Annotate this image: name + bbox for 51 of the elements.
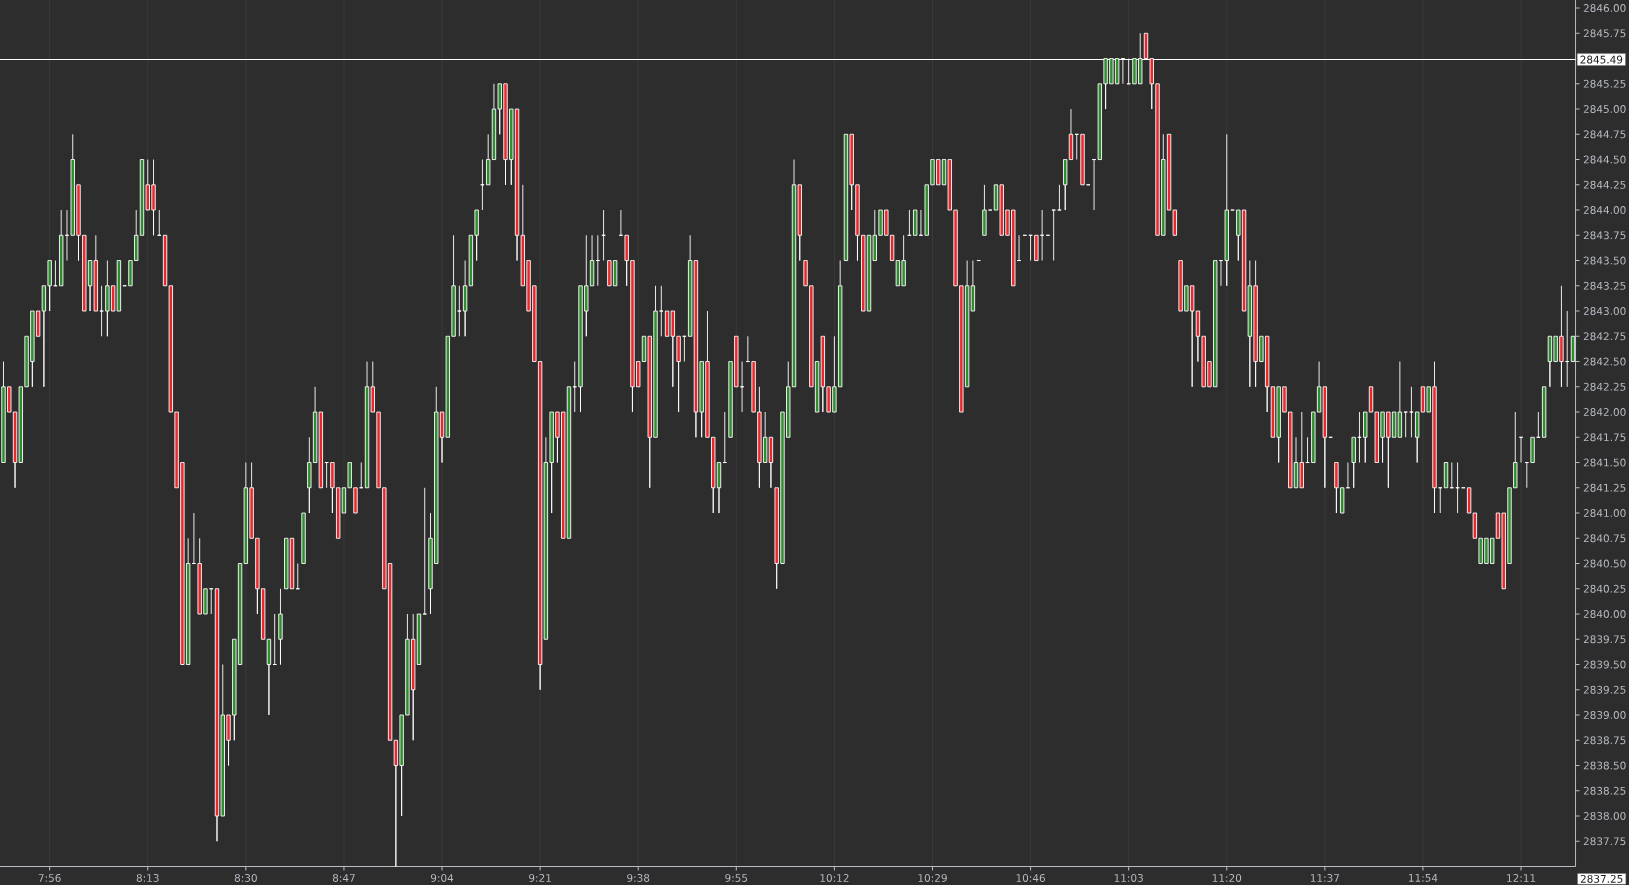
x-tick-label: 11:20 xyxy=(1212,874,1242,882)
y-tick-label: 2838.00 xyxy=(1583,812,1626,820)
y-tick-label: 2843.75 xyxy=(1583,231,1626,240)
text: 2837.25 xyxy=(1580,874,1623,883)
y-tick-label: 2844.00 xyxy=(1583,206,1626,214)
y-tick-label: 2842.75 xyxy=(1583,332,1626,341)
y-tick-label: 2844.75 xyxy=(1583,130,1626,139)
y-tick-label: 2842.50 xyxy=(1583,357,1626,366)
x-tick-label: 9:55 xyxy=(725,874,748,882)
y-tick-label: 2845.25 xyxy=(1583,79,1626,88)
x-tick-label: 8:30 xyxy=(234,874,257,882)
x-tick-label: 11:37 xyxy=(1310,874,1340,882)
y-tick-label: 2846.00 xyxy=(1583,4,1626,13)
y-tick-label: 2842.25 xyxy=(1583,382,1626,391)
y-tick-label: 2838.50 xyxy=(1583,761,1626,770)
x-tick-label: 7:56 xyxy=(38,874,61,882)
y-tick-label: 2838.75 xyxy=(1583,736,1626,745)
y-tick-label: 2845.00 xyxy=(1583,105,1626,113)
x-tick-label: 9:38 xyxy=(627,874,650,882)
ref-line-label: 2845.49 xyxy=(1580,55,1623,64)
y-tick-label: 2843.50 xyxy=(1583,256,1626,265)
y-tick-label: 2840.00 xyxy=(1583,610,1626,618)
x-tick-label: 10:12 xyxy=(820,874,849,882)
y-tick-label: 2839.75 xyxy=(1583,635,1626,644)
x-tick-label: 11:03 xyxy=(1114,874,1143,882)
y-tick-label: 2839.50 xyxy=(1583,660,1626,669)
y-tick-label: 2843.00 xyxy=(1583,307,1626,315)
y-tick-label: 2841.00 xyxy=(1583,509,1626,517)
x-tick-label: 9:04 xyxy=(430,874,454,882)
y-tick-label: 2841.25 xyxy=(1583,483,1626,492)
x-tick-label: 8:13 xyxy=(136,874,159,882)
y-tick-label: 2842.00 xyxy=(1583,408,1626,416)
x-tick-label: 10:46 xyxy=(1016,874,1045,882)
y-tick-label: 2838.25 xyxy=(1583,786,1626,795)
y-tick-label: 2845.75 xyxy=(1583,29,1626,38)
x-tick-label: 8:47 xyxy=(332,874,355,882)
y-tick-label: 2840.75 xyxy=(1583,534,1626,543)
y-tick-label: 2837.75 xyxy=(1583,837,1626,846)
y-tick-label: 2843.25 xyxy=(1583,281,1626,290)
y-tick-label: 2839.00 xyxy=(1583,711,1626,719)
y-tick-label: 2839.25 xyxy=(1583,685,1626,694)
y-tick-label: 2841.75 xyxy=(1583,433,1626,442)
y-tick-label: 2844.25 xyxy=(1583,180,1626,189)
x-tick-label: 12:11 xyxy=(1507,874,1536,882)
x-tick-label: 9:21 xyxy=(529,874,551,882)
y-tick-label: 2840.50 xyxy=(1583,559,1626,568)
y-tick-label: 2841.50 xyxy=(1583,458,1626,467)
y-tick-label: 2844.50 xyxy=(1583,155,1626,164)
x-tick-label: 10:29 xyxy=(918,874,947,882)
y-tick-label: 2840.25 xyxy=(1583,584,1626,593)
x-tick-label: 11:54 xyxy=(1409,874,1438,882)
